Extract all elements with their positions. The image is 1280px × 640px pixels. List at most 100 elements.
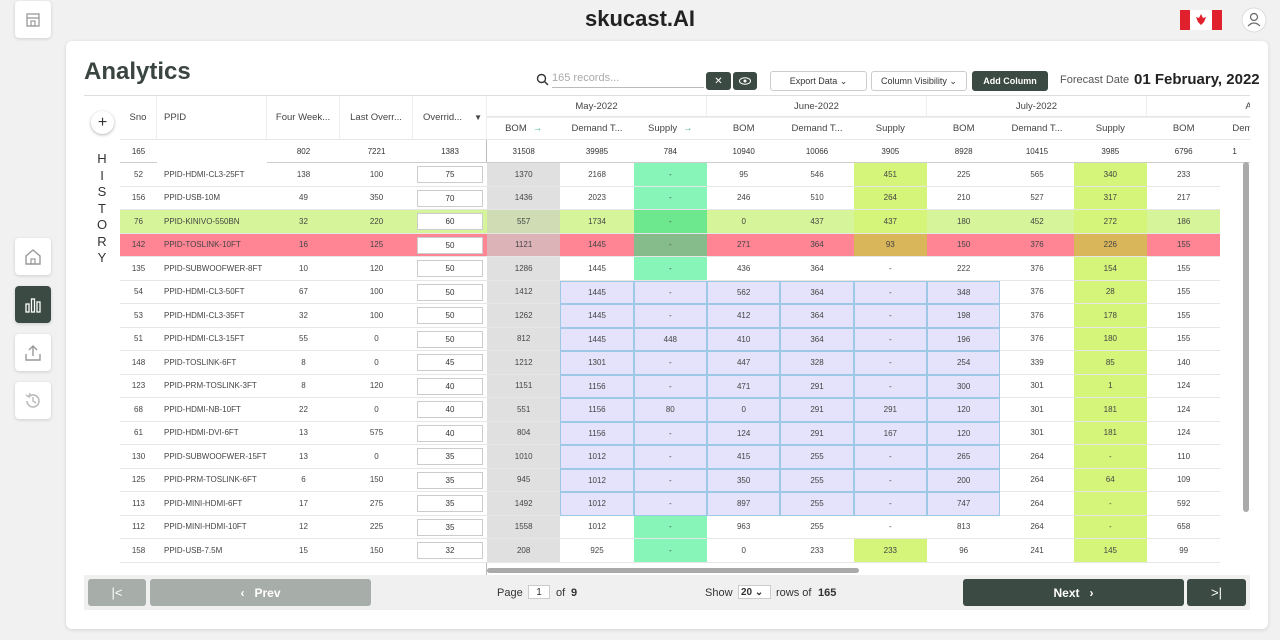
override-input[interactable]: 35 bbox=[417, 495, 483, 512]
row-cell: 181 bbox=[1073, 398, 1147, 422]
column-total: 1383 bbox=[413, 140, 487, 163]
row-cell: 813 bbox=[927, 515, 1001, 539]
upload-button[interactable] bbox=[15, 334, 51, 371]
prev-label: Prev bbox=[254, 585, 281, 600]
row-cell: 150 bbox=[340, 539, 413, 563]
page-input[interactable]: 1 bbox=[528, 585, 550, 599]
row-cell bbox=[413, 281, 487, 304]
visibility-button[interactable]: Column Visibility ⌄ bbox=[871, 71, 967, 91]
scrollbar[interactable] bbox=[487, 568, 859, 573]
row-cell: 804 bbox=[487, 421, 561, 445]
row-cell: 592 bbox=[1147, 492, 1221, 516]
row-cell: 897 bbox=[707, 492, 781, 516]
row-cell: 291 bbox=[780, 421, 854, 445]
user-icon[interactable] bbox=[1241, 7, 1267, 33]
flag-icon[interactable] bbox=[1180, 10, 1222, 30]
row-cell bbox=[413, 163, 487, 187]
row-cell: 291 bbox=[780, 398, 854, 422]
add-row-button[interactable]: + bbox=[91, 111, 114, 134]
row-background bbox=[120, 492, 487, 516]
row-cell: 55 bbox=[267, 328, 340, 351]
row-cell bbox=[413, 304, 487, 328]
row-cell: - bbox=[633, 257, 707, 281]
row-cell: 148 bbox=[120, 351, 157, 375]
view-button[interactable] bbox=[733, 72, 757, 90]
page-size-select[interactable]: 20 ⌄ bbox=[738, 585, 771, 599]
search-input[interactable]: 165 records... bbox=[552, 72, 704, 88]
override-input[interactable]: 50 bbox=[417, 236, 483, 254]
override-input[interactable]: 32 bbox=[417, 542, 483, 559]
override-input[interactable]: 40 bbox=[417, 401, 483, 418]
analytics-button[interactable] bbox=[15, 286, 51, 323]
row-cell bbox=[413, 469, 487, 492]
row-cell: 225 bbox=[340, 516, 413, 539]
override-input[interactable]: 50 bbox=[417, 307, 483, 324]
row-cell: 155 bbox=[1147, 233, 1221, 257]
next-button[interactable]: Next › bbox=[963, 579, 1184, 606]
sort-icon[interactable]: ▼ bbox=[474, 113, 482, 122]
row-cell: 158 bbox=[120, 539, 157, 563]
scrollbar[interactable] bbox=[1243, 162, 1249, 512]
row-cell: - bbox=[633, 421, 707, 445]
month-columns: May-2022June-2022July-2022AuguBOM→Demand… bbox=[487, 96, 1250, 575]
analytics-icon bbox=[25, 297, 41, 313]
row-background bbox=[120, 539, 487, 563]
override-input[interactable]: 50 bbox=[417, 260, 483, 277]
override-input[interactable]: 60 bbox=[417, 213, 483, 230]
override-input[interactable]: 45 bbox=[417, 354, 483, 371]
row-cell: 264 bbox=[1000, 492, 1074, 516]
override-input[interactable]: 70 bbox=[417, 189, 483, 207]
row-cell: PPID-USB-10M bbox=[157, 187, 267, 210]
row-cell: 246 bbox=[707, 186, 781, 210]
row-background bbox=[120, 351, 487, 375]
store-button[interactable] bbox=[15, 1, 51, 38]
row-cell bbox=[413, 375, 487, 398]
home-button[interactable] bbox=[15, 238, 51, 275]
override-input[interactable]: 40 bbox=[417, 377, 483, 395]
row-cell: 1121 bbox=[487, 233, 561, 257]
row-cell: 1492 bbox=[487, 492, 561, 516]
first-button[interactable]: |< bbox=[88, 579, 146, 606]
history-icon bbox=[25, 392, 40, 408]
export-button[interactable]: Export Data ⌄ bbox=[770, 71, 867, 91]
row-cell: 53 bbox=[120, 304, 157, 328]
row-cell: 1445 bbox=[560, 233, 634, 257]
row-cell: PPID-HDMI-CL3-25FT bbox=[157, 163, 267, 187]
history-button[interactable] bbox=[15, 382, 51, 419]
row-cell: 12 bbox=[267, 516, 340, 539]
sub-header: Demand T... bbox=[780, 117, 854, 140]
add-column-button[interactable]: Add Column bbox=[972, 71, 1048, 91]
row-cell: 527 bbox=[1000, 186, 1074, 210]
row-cell: 208 bbox=[487, 539, 561, 563]
last-button[interactable]: >| bbox=[1187, 579, 1246, 606]
override-input[interactable]: 35 bbox=[417, 448, 483, 465]
override-input[interactable]: 35 bbox=[417, 518, 483, 536]
row-cell: 265 bbox=[927, 445, 1001, 469]
row-cell: 0 bbox=[707, 398, 781, 422]
prev-button[interactable]: ‹ Prev bbox=[150, 579, 371, 606]
forecast-label: Forecast Date bbox=[1060, 74, 1130, 86]
override-input[interactable]: 35 bbox=[417, 471, 483, 489]
override-input[interactable]: 75 bbox=[417, 166, 483, 183]
override-input[interactable]: 40 bbox=[417, 424, 483, 442]
month-header: June-2022 bbox=[707, 96, 927, 117]
row-cell bbox=[413, 539, 487, 563]
row-cell: 241 bbox=[1000, 539, 1074, 563]
row-cell: PPID-SUBWOOFWER-8FT bbox=[157, 257, 267, 281]
row-cell: - bbox=[633, 374, 707, 398]
row-cell: 155 bbox=[1147, 280, 1221, 304]
row-cell: 95 bbox=[707, 163, 781, 187]
row-cell: 350 bbox=[707, 468, 781, 492]
override-input[interactable]: 50 bbox=[417, 283, 483, 301]
row-cell: 181 bbox=[1073, 421, 1147, 445]
row-cell: 155 bbox=[1147, 257, 1221, 281]
row-cell: - bbox=[1073, 515, 1147, 539]
month-header: July-2022 bbox=[927, 96, 1147, 117]
month-header: May-2022 bbox=[487, 96, 707, 117]
override-input[interactable]: 50 bbox=[417, 330, 483, 348]
row-cell: 546 bbox=[780, 163, 854, 187]
clear-button[interactable]: ✕ bbox=[706, 72, 731, 90]
month-total: 3985 bbox=[1073, 140, 1147, 163]
row-cell: 301 bbox=[1000, 398, 1074, 422]
row-cell: PPID-TOSLINK-10FT bbox=[157, 234, 267, 257]
